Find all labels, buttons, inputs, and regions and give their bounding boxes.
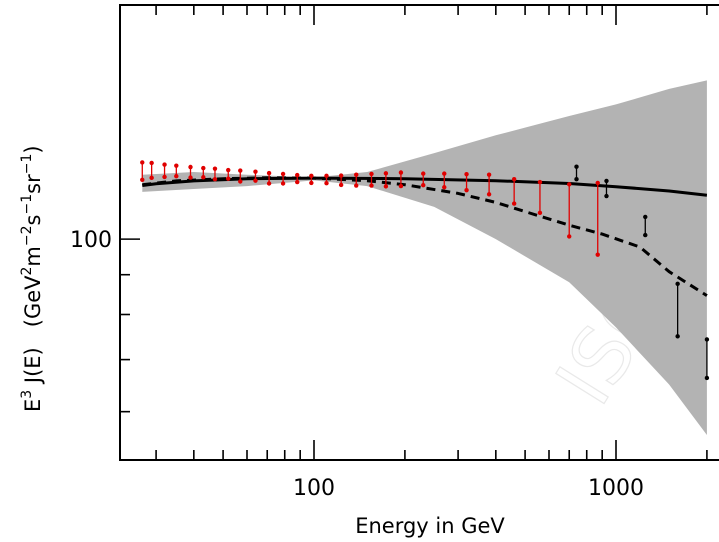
x-axis-label: Energy in GeV — [355, 514, 505, 538]
red-error-cap-low — [442, 185, 447, 190]
black-error-cap-high — [704, 337, 710, 342]
x-tick-label: 100 — [293, 476, 335, 501]
red-error-cap-low — [595, 252, 600, 257]
red-error-cap-low — [295, 179, 300, 185]
red-error-cap-high — [295, 172, 300, 178]
uncertainty-band-layer — [142, 80, 707, 436]
y-label-u1: 2 — [19, 267, 35, 276]
uncertainty-band — [142, 80, 707, 436]
model-lines-layer — [142, 176, 708, 297]
red-error-cap-low — [174, 173, 179, 179]
red-error-cap-high — [511, 177, 517, 182]
red-error-cap-low — [226, 176, 231, 181]
black-error-cap-high — [604, 178, 609, 184]
red-error-cap-high — [253, 169, 258, 174]
red-error-cap-low — [486, 192, 492, 197]
red-error-cap-low — [369, 183, 374, 188]
red-error-cap-low — [309, 180, 314, 186]
black-error-cap-low — [604, 193, 609, 199]
red-error-cap-high — [354, 172, 359, 177]
red-error-cap-high — [324, 173, 329, 179]
y-axis-label: E3 J(E) (GeV2m−2s−1sr−1) — [19, 145, 45, 412]
red-error-cap-low — [324, 181, 329, 186]
red-error-cap-low — [253, 178, 258, 183]
red-error-cap-low — [201, 175, 206, 180]
y-tick-label: 100 — [70, 228, 112, 253]
black-error-cap-low — [643, 232, 648, 238]
red-error-cap-high — [383, 171, 389, 176]
red-error-cap-low — [537, 210, 543, 216]
red-error-cap-high — [212, 166, 218, 171]
red-error-cap-high — [201, 165, 206, 171]
red-error-cap-high — [162, 162, 167, 167]
black-error-cap-high — [574, 164, 579, 169]
red-error-cap-high — [226, 167, 231, 173]
y-label-mid2: s — [21, 215, 45, 226]
tick-labels-layer: 100 1000 100 — [70, 228, 644, 501]
red-error-cap-high — [442, 171, 447, 176]
red-error-cap-low — [238, 179, 243, 184]
red-error-cap-high — [188, 164, 193, 170]
red-error-cap-high — [140, 160, 145, 165]
y-label-mid3: sr — [21, 174, 45, 194]
red-error-cap-high — [266, 170, 272, 176]
black-error-cap-high — [675, 281, 680, 287]
red-error-cap-high — [369, 171, 374, 177]
model-line-solid — [142, 176, 708, 197]
red-error-cap-high — [486, 172, 492, 177]
axes-layer — [119, 4, 719, 461]
black-error-cap-low — [704, 375, 710, 381]
red-error-cap-low — [398, 183, 404, 189]
y-label-u2: −2 — [19, 225, 35, 246]
red-error-cap-high — [537, 179, 543, 185]
black-error-cap-low — [574, 177, 579, 182]
red-error-cap-low — [464, 187, 469, 193]
black-error-cap-low — [675, 334, 680, 339]
red-error-cap-high — [174, 163, 179, 168]
red-error-cap-low — [149, 175, 154, 181]
y-label-u3: −1 — [19, 194, 35, 215]
red-error-cap-low — [567, 234, 572, 239]
red-error-cap-high — [421, 171, 426, 176]
y-label-mid1: m — [21, 246, 45, 266]
error-bars-layer — [140, 160, 710, 381]
red-error-cap-low — [383, 184, 389, 189]
y-label-end: ) — [21, 145, 45, 153]
red-error-cap-low — [188, 175, 193, 180]
red-error-cap-high — [309, 173, 314, 179]
y-label-func: J(E) (GeV — [21, 275, 45, 390]
red-error-cap-low — [212, 177, 218, 182]
red-error-cap-high — [149, 160, 154, 166]
red-error-cap-high — [567, 182, 572, 187]
red-error-cap-low — [354, 183, 359, 188]
red-error-cap-low — [511, 201, 517, 206]
x-tick-label: 1000 — [588, 476, 644, 501]
red-error-cap-low — [338, 182, 344, 188]
red-error-cap-high — [464, 171, 469, 177]
black-error-cap-high — [643, 214, 648, 220]
model-line-dashed — [142, 176, 708, 297]
red-error-cap-low — [162, 174, 167, 180]
red-error-cap-high — [280, 171, 286, 177]
red-error-cap-high — [338, 173, 344, 178]
red-error-cap-high — [238, 168, 243, 173]
red-error-cap-low — [140, 177, 145, 183]
red-error-cap-high — [398, 170, 404, 175]
y-label-power: 3 — [19, 390, 35, 399]
red-error-cap-low — [280, 181, 286, 186]
red-error-cap-low — [421, 183, 426, 188]
red-error-cap-high — [595, 180, 600, 186]
y-label-u4: −1 — [19, 154, 35, 175]
y-label-base: E — [21, 399, 45, 412]
red-error-cap-low — [266, 181, 272, 186]
